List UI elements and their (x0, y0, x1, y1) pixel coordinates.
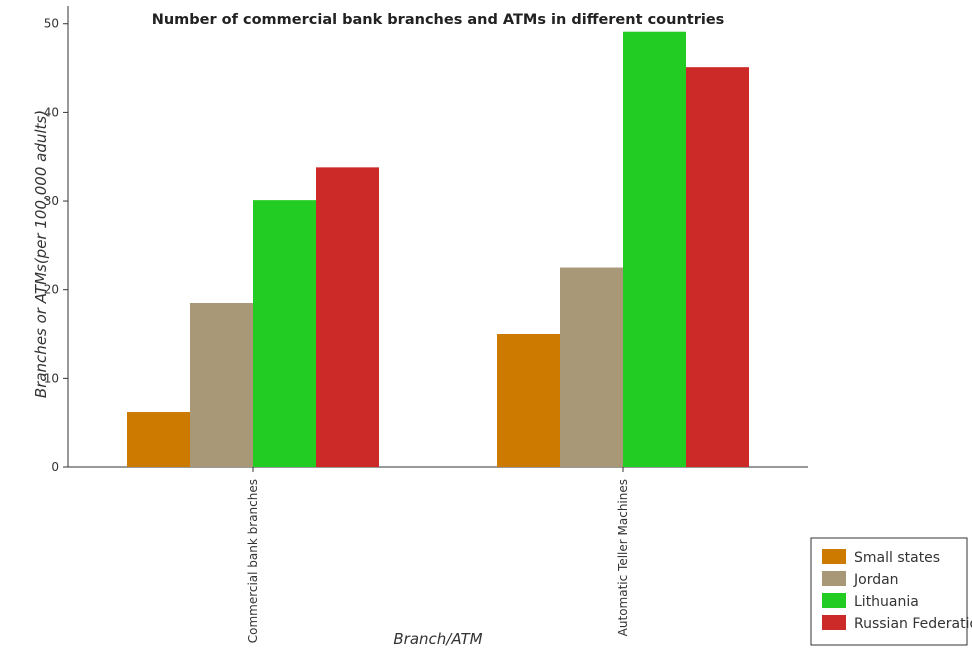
x-tick-label: Automatic Teller Machines (616, 479, 630, 636)
legend-label: Jordan (853, 572, 899, 588)
bar-lithuania (253, 200, 316, 467)
legend: Small states Jordan Lithuania Russian Feder… (810, 537, 972, 646)
x-tick-label: Commercial bank branches (246, 479, 260, 643)
legend-label: Lithuania (854, 594, 919, 610)
plot-area: 0 10 20 30 40 50 Commercial bank branches Autom… (44, 6, 808, 643)
y-tick-label: 10 (44, 371, 59, 385)
y-tick-label: 30 (44, 194, 59, 208)
bar-russian-federation (686, 67, 749, 468)
bar-lithuania (623, 31, 686, 467)
legend-swatch (822, 615, 846, 630)
legend-swatch (822, 593, 846, 608)
legend-label: Small states (854, 550, 940, 566)
chart-title: Number of commercial bank branches and A… (152, 12, 725, 28)
y-tick-label: 20 (44, 283, 59, 297)
x-axis-title: Branch/ATM (393, 630, 482, 648)
y-tick-label: 40 (44, 105, 59, 119)
y-tick-label: 0 (51, 460, 59, 474)
legend-label: Russian Federation (854, 616, 972, 632)
y-tick-label: 50 (44, 17, 59, 31)
bar-jordan (560, 267, 623, 467)
bar-small-states (127, 412, 190, 467)
bar-jordan (190, 302, 253, 467)
y-axis-title: Branches or ATMs(per 100,000 adults) (32, 110, 50, 398)
legend-swatch (822, 549, 846, 564)
bar-small-states (497, 334, 560, 467)
bar-russian-federation (316, 167, 379, 467)
legend-swatch (822, 571, 846, 586)
